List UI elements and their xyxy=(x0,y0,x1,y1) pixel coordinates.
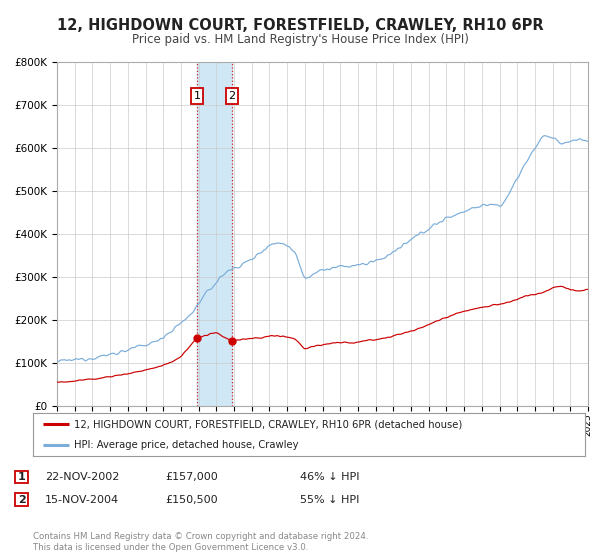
Text: 22-NOV-2002: 22-NOV-2002 xyxy=(45,472,119,482)
Text: 15-NOV-2004: 15-NOV-2004 xyxy=(45,494,119,505)
Text: 55% ↓ HPI: 55% ↓ HPI xyxy=(300,494,359,505)
Text: 46% ↓ HPI: 46% ↓ HPI xyxy=(300,472,359,482)
Text: £157,000: £157,000 xyxy=(165,472,218,482)
Text: Contains HM Land Registry data © Crown copyright and database right 2024.: Contains HM Land Registry data © Crown c… xyxy=(33,532,368,541)
Text: 2: 2 xyxy=(229,91,235,101)
Text: 2: 2 xyxy=(18,494,25,505)
Text: 12, HIGHDOWN COURT, FORESTFIELD, CRAWLEY, RH10 6PR (detached house): 12, HIGHDOWN COURT, FORESTFIELD, CRAWLEY… xyxy=(74,419,463,429)
Text: This data is licensed under the Open Government Licence v3.0.: This data is licensed under the Open Gov… xyxy=(33,543,308,552)
Text: 1: 1 xyxy=(193,91,200,101)
Text: Price paid vs. HM Land Registry's House Price Index (HPI): Price paid vs. HM Land Registry's House … xyxy=(131,32,469,46)
Text: £150,500: £150,500 xyxy=(165,494,218,505)
Bar xyxy=(197,62,232,406)
Text: 1: 1 xyxy=(18,472,25,482)
Text: HPI: Average price, detached house, Crawley: HPI: Average price, detached house, Craw… xyxy=(74,440,299,450)
Text: 12, HIGHDOWN COURT, FORESTFIELD, CRAWLEY, RH10 6PR: 12, HIGHDOWN COURT, FORESTFIELD, CRAWLEY… xyxy=(56,18,544,32)
